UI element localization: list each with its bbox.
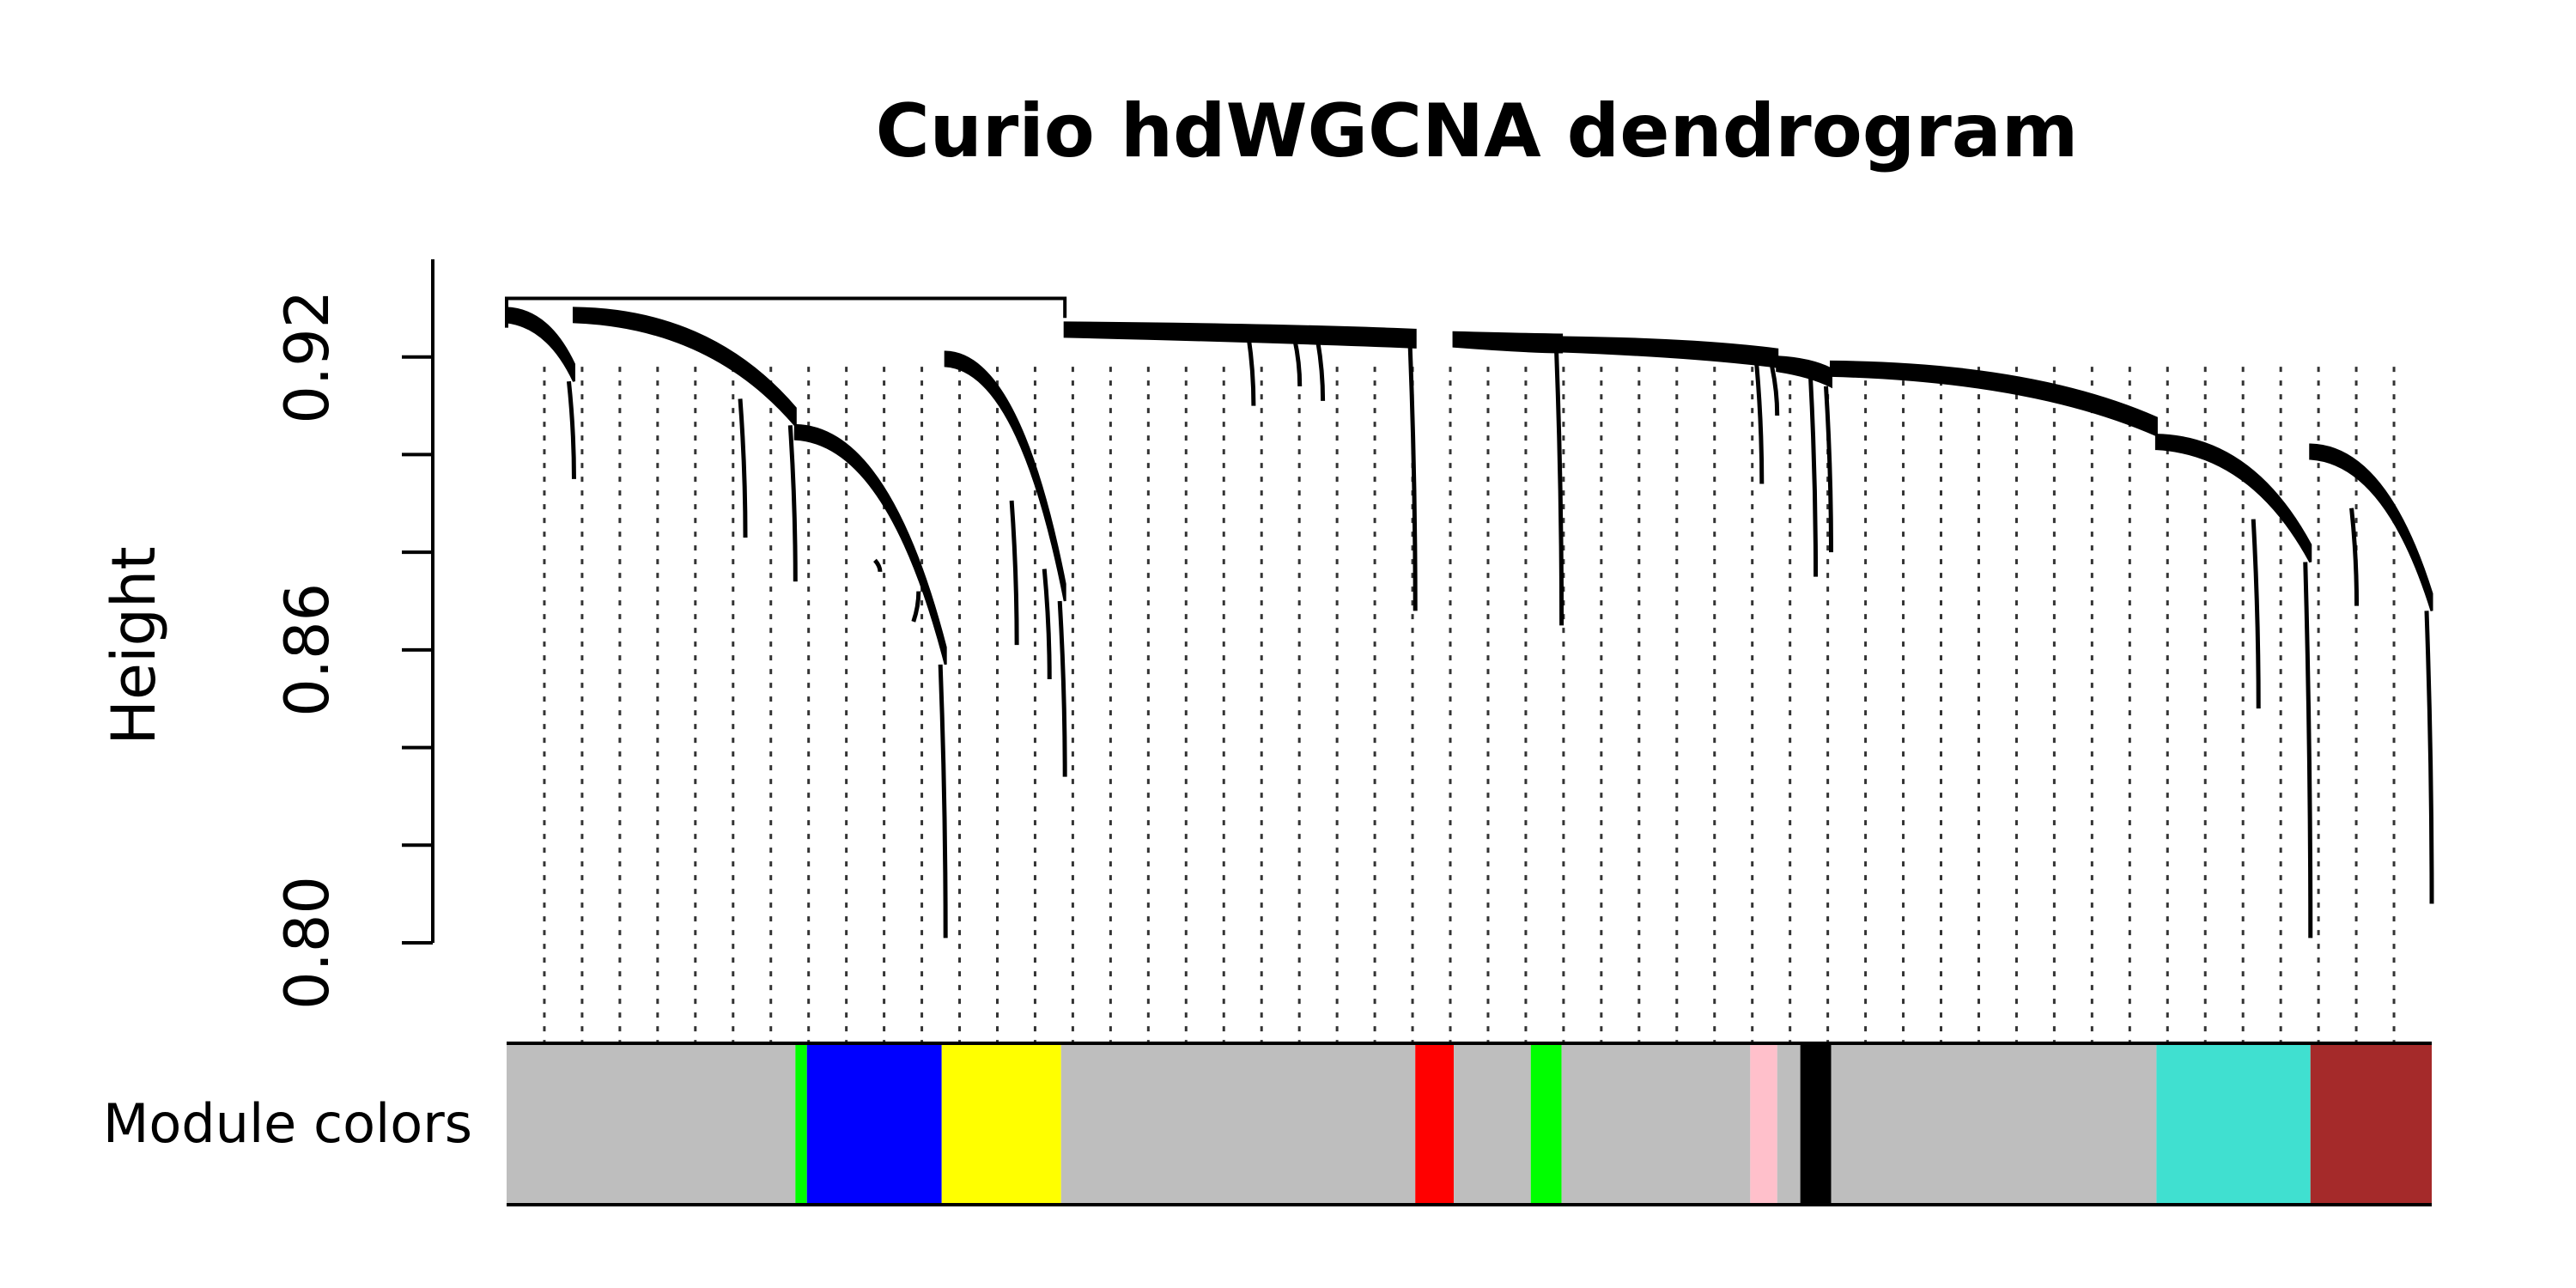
dendrogram-branch bbox=[1315, 340, 1326, 401]
dendrogram-branch bbox=[873, 558, 883, 573]
module-segment-black bbox=[1800, 1043, 1832, 1205]
dendrogram-branch bbox=[787, 425, 798, 582]
dendrogram-cluster bbox=[2154, 434, 2312, 563]
dendrogram-branch bbox=[1770, 366, 1780, 416]
dendrogram-cluster bbox=[572, 307, 797, 429]
dendrogram-branch bbox=[2424, 611, 2434, 904]
dendrogram-branch bbox=[1554, 351, 1564, 626]
dendrogram-cluster bbox=[1063, 321, 1417, 349]
y-tick-label: 0.80 bbox=[272, 876, 343, 1010]
dendrogram-branch bbox=[566, 380, 576, 479]
dendrogram-cluster bbox=[1776, 355, 1832, 389]
module-segment-grey bbox=[507, 1043, 796, 1205]
module-segment-turquoise bbox=[2156, 1043, 2311, 1205]
y-tick-label: 0.92 bbox=[272, 290, 343, 424]
dendrogram-branch bbox=[1246, 335, 1256, 406]
module-colors-label: Module colors bbox=[103, 1092, 472, 1155]
module-segment-pink bbox=[1750, 1043, 1777, 1205]
dendrogram-tree bbox=[505, 296, 2434, 939]
dendrogram-branch bbox=[911, 591, 921, 623]
dendrogram-cluster bbox=[793, 423, 947, 665]
dendrogram-cluster bbox=[944, 350, 1066, 602]
leaf-guide-lines bbox=[543, 367, 2396, 1043]
dendrogram-cluster bbox=[1830, 360, 2158, 437]
dendrogram-branch bbox=[1009, 500, 1019, 646]
dendrogram-branch bbox=[938, 664, 948, 939]
dendrogram-branch bbox=[2349, 507, 2360, 606]
dendrogram-cluster bbox=[505, 307, 575, 382]
dendrogram-branch bbox=[738, 398, 748, 538]
module-segment-grey bbox=[1454, 1043, 1531, 1205]
y-axis-label: Height bbox=[99, 546, 169, 744]
module-segment-grey bbox=[1561, 1043, 1751, 1205]
dendrogram-branch bbox=[1042, 568, 1052, 679]
chart-title: Curio hdWGCNA dendrogram bbox=[876, 88, 2079, 174]
dendrogram-branch bbox=[1824, 386, 1833, 553]
dendrogram-branch bbox=[2251, 519, 2261, 709]
y-tick-label: 0.86 bbox=[272, 583, 343, 717]
dendrogram-cluster bbox=[1452, 331, 1564, 354]
module-segment-green bbox=[795, 1043, 807, 1205]
dendrogram-branch bbox=[1057, 600, 1067, 777]
module-color-bar bbox=[507, 1042, 2432, 1206]
dendrogram-branch bbox=[1292, 338, 1303, 386]
module-segment-grey bbox=[1831, 1043, 2157, 1205]
dendrogram-branch bbox=[1808, 377, 1819, 577]
module-segment-grey bbox=[1060, 1043, 1416, 1205]
module-segment-grey bbox=[1777, 1043, 1801, 1205]
module-segment-green bbox=[1530, 1043, 1562, 1205]
dendrogram-branch bbox=[1407, 347, 1418, 611]
module-segment-blue bbox=[806, 1043, 942, 1205]
dendrogram-cluster bbox=[2309, 443, 2433, 611]
module-segment-brown bbox=[2310, 1043, 2432, 1205]
y-axis: 0.80 0.86 0.92 bbox=[272, 259, 434, 1010]
dendrogram-branch bbox=[2303, 562, 2313, 939]
module-segment-red bbox=[1415, 1043, 1455, 1205]
module-segment-yellow bbox=[941, 1043, 1061, 1205]
dendrogram-branch bbox=[1754, 364, 1765, 484]
y-axis-ticks: 0.80 0.86 0.92 bbox=[272, 290, 433, 1010]
dendrogram-cluster bbox=[1560, 336, 1779, 368]
module-segments bbox=[507, 1043, 2432, 1205]
